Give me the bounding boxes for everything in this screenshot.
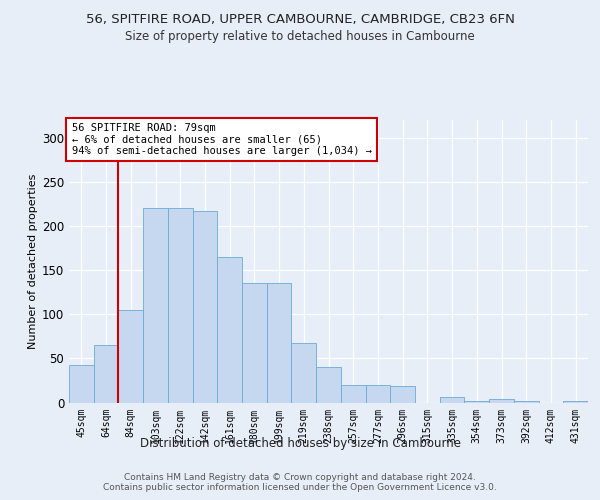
Bar — [390, 386, 415, 402]
Text: 56 SPITFIRE ROAD: 79sqm
← 6% of detached houses are smaller (65)
94% of semi-det: 56 SPITFIRE ROAD: 79sqm ← 6% of detached… — [71, 123, 371, 156]
Bar — [143, 208, 168, 402]
Bar — [193, 211, 217, 402]
Bar — [292, 344, 316, 402]
Bar — [118, 310, 143, 402]
Text: Size of property relative to detached houses in Cambourne: Size of property relative to detached ho… — [125, 30, 475, 43]
Bar — [341, 385, 365, 402]
Text: Contains HM Land Registry data © Crown copyright and database right 2024.
Contai: Contains HM Land Registry data © Crown c… — [103, 472, 497, 492]
Bar — [563, 400, 588, 402]
Bar — [69, 366, 94, 403]
Text: 56, SPITFIRE ROAD, UPPER CAMBOURNE, CAMBRIDGE, CB23 6FN: 56, SPITFIRE ROAD, UPPER CAMBOURNE, CAMB… — [86, 12, 514, 26]
Bar — [514, 400, 539, 402]
Bar — [365, 385, 390, 402]
Y-axis label: Number of detached properties: Number of detached properties — [28, 174, 38, 349]
Bar — [94, 345, 118, 403]
Bar — [217, 257, 242, 402]
Bar — [242, 284, 267, 403]
Bar — [168, 208, 193, 402]
Bar — [267, 284, 292, 403]
Bar — [316, 367, 341, 402]
Bar — [464, 400, 489, 402]
Bar — [489, 399, 514, 402]
Bar — [440, 397, 464, 402]
Text: Distribution of detached houses by size in Cambourne: Distribution of detached houses by size … — [139, 438, 461, 450]
